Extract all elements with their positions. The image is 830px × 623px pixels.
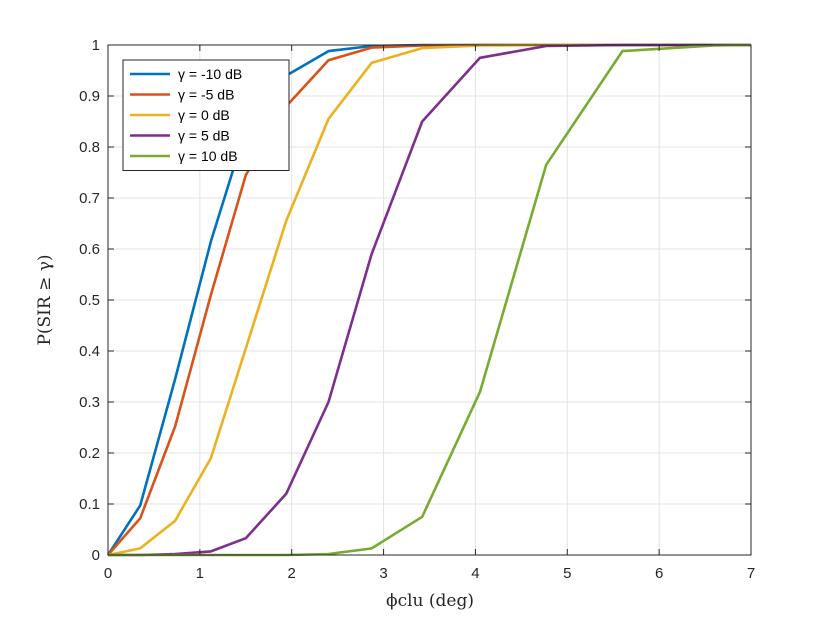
x-tick-label: 6 [655, 565, 663, 582]
legend-label: γ = -5 dB [178, 87, 234, 103]
legend-label: γ = -10 dB [178, 66, 242, 82]
legend-label: γ = 5 dB [178, 128, 230, 144]
x-tick-label: 2 [288, 565, 296, 582]
x-tick-label: 0 [104, 565, 112, 582]
x-tick-label: 4 [471, 565, 479, 582]
y-tick-label: 0.9 [79, 88, 100, 105]
y-tick-label: 0.1 [79, 496, 100, 513]
y-tick-label: 0.5 [79, 292, 100, 309]
y-tick-label: 0.2 [79, 445, 100, 462]
y-tick-label: 0.7 [79, 190, 100, 207]
y-axis-label: P(SIR ≥ γ) [35, 254, 55, 345]
x-tick-label: 3 [379, 565, 387, 582]
x-tick-label: 5 [563, 565, 571, 582]
x-tick-label: 7 [747, 565, 755, 582]
legend-label: γ = 0 dB [178, 107, 230, 123]
y-tick-label: 0.6 [79, 241, 100, 258]
y-tick-label: 0.8 [79, 139, 100, 156]
x-tick-label: 1 [196, 565, 204, 582]
y-tick-label: 0 [92, 547, 100, 564]
y-tick-label: 0.4 [79, 343, 100, 360]
y-tick-label: 1 [92, 37, 100, 54]
axis-ticks: 0 1 2 3 4 5 6 7 0 0.1 0.2 0.3 0.4 0.5 0.6 0.7 0.8 0.9 1 [79, 37, 755, 582]
x-axis-label: ϕclu (deg) [386, 591, 474, 611]
y-tick-label: 0.3 [79, 394, 100, 411]
legend-label: γ = 10 dB [178, 148, 238, 164]
legend: γ = -10 dB γ = -5 dB γ = 0 dB γ = 5 dB γ = 1… [122, 59, 290, 171]
